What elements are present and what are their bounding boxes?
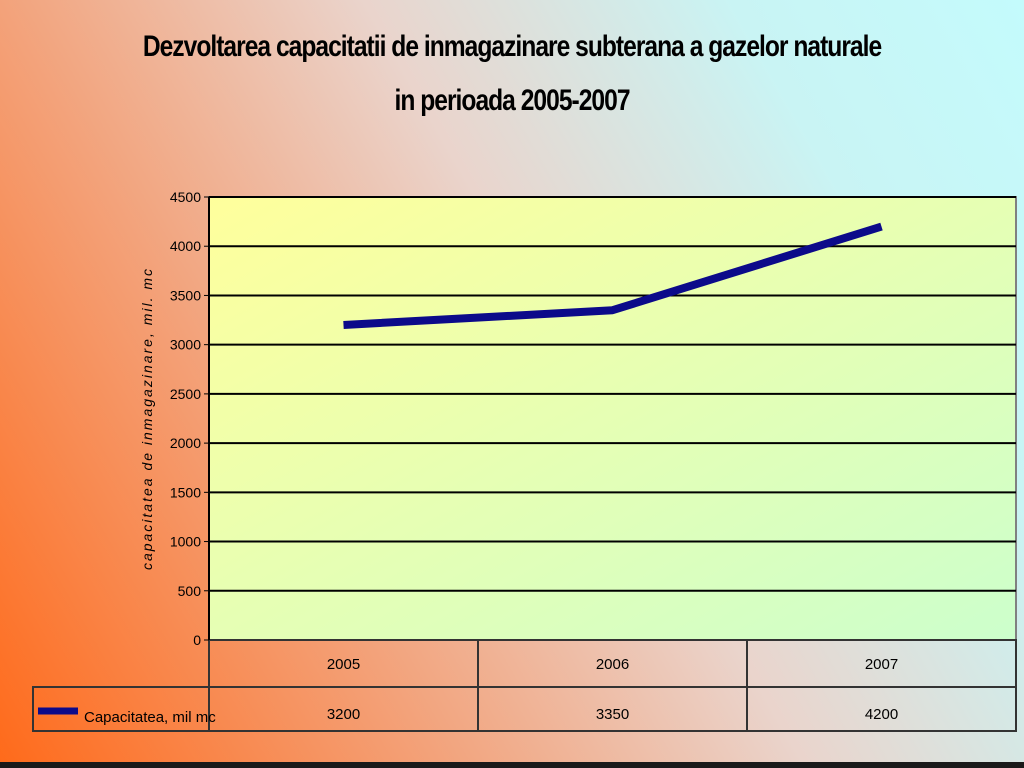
data-table-value: 3200 <box>327 706 360 723</box>
plot-area <box>208 196 1017 641</box>
chart-title: Dezvoltarea capacitatii de inmagazinare … <box>142 30 882 63</box>
x-tick-label: 2007 <box>865 656 898 673</box>
table-data-row <box>32 686 1017 732</box>
y-tick-label: 3500 <box>170 287 201 303</box>
x-tick-label: 2006 <box>596 656 629 673</box>
legend-label: Capacitatea, mil mc <box>84 709 216 726</box>
y-tick-label: 4000 <box>170 238 201 254</box>
slide-bottom-border <box>0 762 1024 768</box>
chart-subtitle: in perioada 2005-2007 <box>394 84 630 117</box>
data-table-value: 3350 <box>596 706 629 723</box>
y-tick-label: 4500 <box>170 189 201 205</box>
y-axis-title: capacitatea de inmagazinare, mil. mc <box>139 267 155 570</box>
y-tick-label: 1500 <box>170 484 201 500</box>
y-tick-label: 2500 <box>170 386 201 402</box>
y-tick-label: 2000 <box>170 435 201 451</box>
y-tick-label: 1000 <box>170 534 201 550</box>
y-tick-label: 500 <box>178 583 202 599</box>
x-tick-label: 2005 <box>327 656 360 673</box>
y-tick-label: 0 <box>193 632 201 648</box>
data-table-value: 4200 <box>865 706 898 723</box>
y-tick-label: 3000 <box>170 337 201 353</box>
